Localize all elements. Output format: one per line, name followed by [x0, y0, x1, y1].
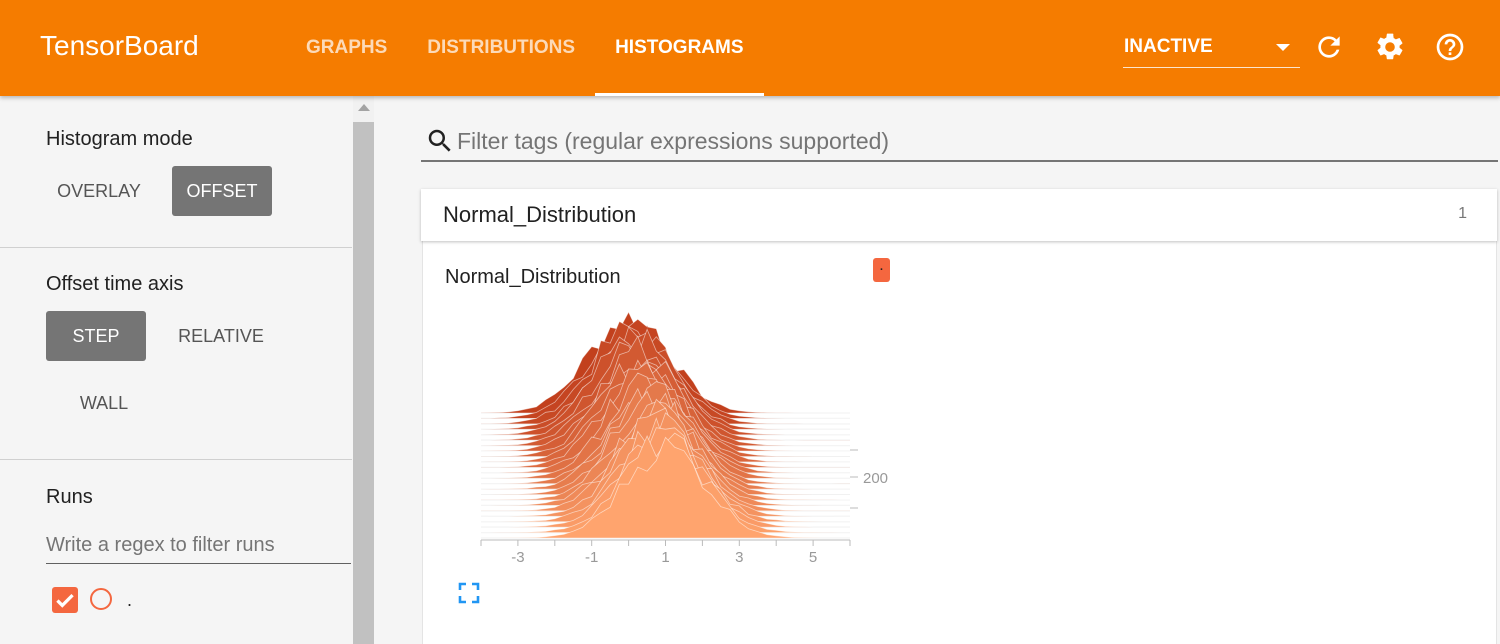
dashboard-selector[interactable]: INACTIVE: [1123, 32, 1300, 68]
tab-graphs[interactable]: GRAPHS: [306, 37, 388, 58]
step-axis-button[interactable]: STEP: [46, 311, 146, 361]
offset-mode-button[interactable]: OFFSET: [172, 166, 272, 216]
histogram-slice: [481, 436, 850, 539]
divider: [0, 247, 352, 248]
wall-axis-button[interactable]: WALL: [79, 392, 129, 413]
refresh-icon[interactable]: [1313, 31, 1345, 63]
category-count: 1: [1458, 205, 1467, 222]
app-title: TensorBoard: [40, 30, 199, 61]
x-axis: -3 -1 1 3 5: [480, 539, 851, 566]
histogram-slices: [480, 311, 851, 539]
caret-down-icon: [1276, 44, 1290, 51]
histogram-chart[interactable]: -3 -1 1 3 5 200: [470, 300, 910, 580]
help-icon[interactable]: [1434, 31, 1466, 63]
offset-time-axis-title: Offset time axis: [46, 273, 184, 295]
chart-title: Normal_Distribution: [445, 266, 621, 288]
category-header[interactable]: Normal_Distribution 1: [421, 189, 1497, 241]
y-axis: 200: [850, 449, 888, 509]
relative-axis-button[interactable]: RELATIVE: [178, 325, 264, 346]
sidebar: Histogram mode OVERLAY OFFSET Offset tim…: [0, 96, 352, 644]
x-tick-label: 3: [735, 549, 743, 566]
top-app-bar: TensorBoard GRAPHS DISTRIBUTIONS HISTOGR…: [0, 0, 1500, 96]
dashboard-selector-value: INACTIVE: [1124, 36, 1213, 57]
search-icon: [428, 129, 451, 152]
dashboard-tabs: GRAPHS DISTRIBUTIONS HISTOGRAMS: [286, 0, 764, 96]
tab-histograms[interactable]: HISTOGRAMS: [595, 0, 764, 96]
x-tick-label: -1: [585, 549, 598, 566]
y-tick-label: 200: [863, 470, 888, 487]
tab-distributions[interactable]: DISTRIBUTIONS: [427, 37, 576, 58]
run-color-radio[interactable]: [90, 588, 112, 610]
overlay-mode-button[interactable]: OVERLAY: [57, 180, 141, 201]
sidebar-scrollbar-thumb[interactable]: [353, 122, 374, 644]
histogram-mode-title: Histogram mode: [46, 128, 193, 150]
x-tick-label: 5: [809, 549, 817, 566]
tag-filter: [421, 120, 1498, 162]
runs-title: Runs: [46, 486, 93, 508]
category-name: Normal_Distribution: [443, 202, 637, 227]
divider: [0, 459, 352, 460]
checkmark-icon: [56, 593, 74, 608]
runs-filter-input[interactable]: [46, 528, 351, 564]
scroll-up-icon[interactable]: [358, 104, 370, 111]
run-name: .: [127, 590, 133, 610]
settings-icon[interactable]: [1374, 31, 1406, 63]
tag-filter-input[interactable]: [457, 124, 1487, 158]
x-tick-label: -3: [511, 549, 524, 566]
run-chip: .: [873, 258, 890, 282]
run-checkbox[interactable]: [52, 587, 78, 613]
fullscreen-icon[interactable]: [457, 581, 481, 605]
x-tick-label: 1: [661, 549, 669, 566]
